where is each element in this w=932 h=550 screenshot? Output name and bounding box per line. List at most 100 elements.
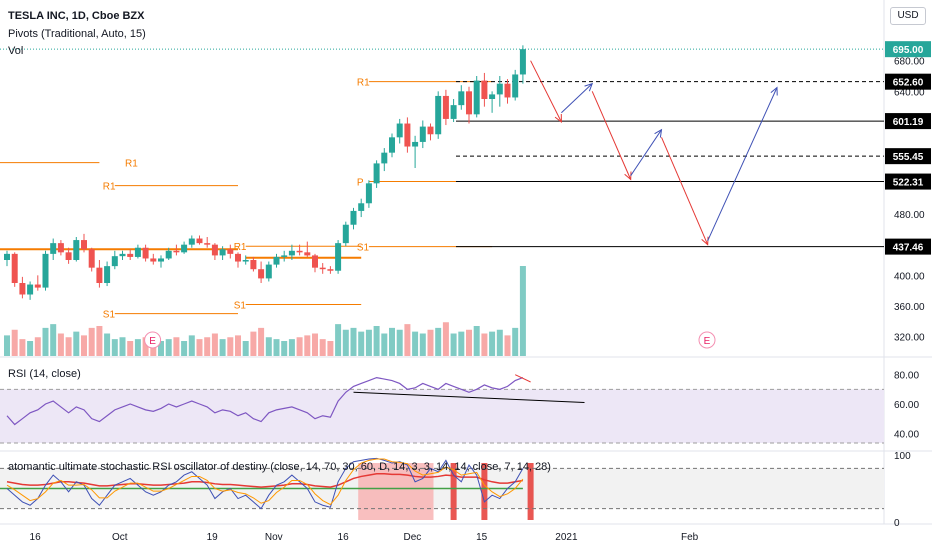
volume-bar: [296, 337, 303, 356]
rsi-tick-label: 60.00: [894, 400, 919, 411]
rsi-indicator-label[interactable]: RSI (14, close): [8, 368, 81, 380]
rsi-line: [6, 376, 524, 426]
candle-body: [188, 238, 195, 245]
stoch-signal-zone: [450, 463, 457, 520]
candle-body: [519, 49, 526, 75]
candle-body: [396, 123, 403, 138]
pivot-label: R1: [125, 159, 138, 170]
volume-bar: [273, 339, 280, 356]
volume-bar: [111, 339, 118, 356]
volume-bar: [34, 337, 41, 356]
candle-body: [442, 95, 449, 119]
candle-body: [204, 243, 211, 245]
candle-body: [181, 244, 188, 253]
volume-bar: [88, 327, 95, 356]
volume-bar: [342, 329, 349, 356]
candle-body: [258, 269, 265, 279]
candle-body: [373, 163, 380, 184]
candle-body: [342, 224, 349, 244]
pivot-label: R1: [234, 242, 247, 253]
volume-bar: [327, 341, 334, 356]
volume-bar: [319, 339, 326, 356]
volume-bar: [65, 337, 72, 356]
pivot-label: R1: [103, 182, 116, 193]
volume-indicator-label[interactable]: Vol: [8, 45, 24, 57]
symbol-title: TESLA INC, 1D, Cboe BZX: [8, 10, 145, 22]
candle-body: [34, 284, 41, 288]
price-badge-text: 695.00: [893, 45, 924, 56]
candle-body: [412, 141, 419, 147]
stoch-signal-zone: [527, 463, 534, 520]
candle-body: [88, 249, 95, 268]
rsi-trendline: [353, 391, 585, 404]
price-axis-badge: 437.46: [885, 238, 931, 255]
candle-body: [296, 250, 303, 253]
price-axis-badge: 555.45: [885, 148, 931, 165]
volume-bar: [57, 333, 64, 356]
volume-bar: [496, 329, 503, 356]
volume-bar: [350, 327, 357, 356]
volume-bar: [365, 329, 372, 356]
volume-bar: [412, 331, 419, 356]
volume-bar: [142, 337, 149, 356]
projection-arrowhead: [770, 86, 778, 96]
price-tick-label: 360.00: [894, 302, 925, 313]
stoch-rsi-indicator-label[interactable]: atomantic ultimate stochastic RSI oscill…: [8, 461, 551, 473]
volume-bar: [211, 333, 218, 356]
volume-bar: [119, 337, 126, 356]
volume-bar: [242, 341, 249, 356]
price-axis-badge: 695.00: [885, 41, 931, 58]
projection-arrow: [561, 83, 593, 114]
projection-arrow: [530, 60, 562, 123]
candle-body: [4, 253, 10, 260]
price-badge-bg: [885, 238, 931, 255]
candle-body: [158, 258, 164, 262]
volume-bar: [312, 333, 318, 356]
pivot-label: R1: [357, 78, 370, 89]
time-axis-label: Dec: [404, 532, 422, 543]
candle-body: [196, 238, 203, 244]
volume-bar: [358, 331, 365, 356]
projection-arrow: [707, 87, 778, 242]
price-axis-badge: 522.31: [885, 173, 931, 190]
candle-body: [73, 240, 80, 260]
candle-body: [81, 240, 87, 250]
candle-body: [57, 243, 64, 253]
volume-bar: [96, 326, 103, 356]
candle-body: [489, 94, 496, 99]
volume-bar: [473, 326, 480, 356]
price-tick-label: 320.00: [894, 333, 925, 344]
pivot-label: S1: [234, 300, 247, 311]
candle-body: [335, 243, 342, 271]
candle-body: [327, 269, 334, 271]
candle-body: [304, 252, 311, 256]
candle-body: [350, 210, 357, 225]
candle-body: [273, 256, 280, 265]
volume-bar: [250, 331, 257, 356]
volume-bar: [288, 339, 295, 356]
candle-body: [288, 250, 295, 256]
price-badge-bg: [885, 173, 931, 190]
candle-body: [473, 80, 480, 115]
volume-bar: [396, 329, 403, 356]
time-axis-label: Feb: [681, 532, 699, 543]
projection-arrow: [591, 91, 632, 180]
time-axis-label: 19: [207, 532, 219, 543]
rsi-tick-label: 40.00: [894, 429, 919, 440]
volume-bar: [481, 333, 488, 356]
volume-bar: [435, 327, 442, 356]
volume-bar: [258, 327, 265, 356]
volume-bar: [389, 327, 395, 356]
price-badge-text: 437.46: [893, 243, 924, 254]
candle-body: [211, 244, 218, 256]
pivots-indicator-label[interactable]: Pivots (Traditional, Auto, 15): [8, 28, 146, 40]
candle-body: [450, 105, 457, 119]
stoch-tick-label: 0: [894, 518, 900, 529]
pivot-label: P: [357, 178, 364, 189]
stoch-signal-zone: [481, 463, 488, 520]
candle-body: [227, 249, 234, 254]
volume-bar: [419, 333, 426, 356]
projection-arrow: [661, 137, 709, 245]
currency-button[interactable]: USD: [890, 7, 926, 25]
volume-bar: [73, 331, 80, 356]
